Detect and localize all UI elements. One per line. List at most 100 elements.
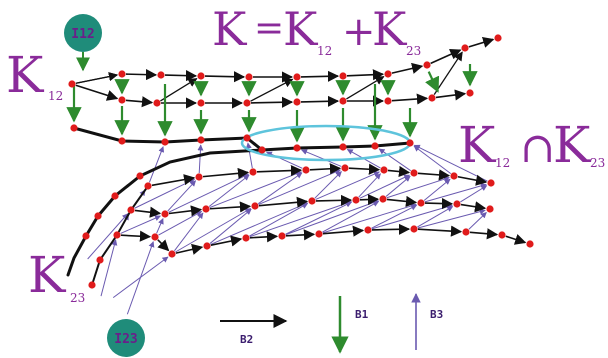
- vertex: [384, 70, 392, 78]
- vertex: [94, 212, 102, 220]
- vertex: [144, 182, 152, 190]
- vertex: [453, 200, 461, 208]
- formula: K = K 12 + K 23: [212, 2, 421, 58]
- k12-boundary: [72, 126, 412, 152]
- vertex: [406, 139, 414, 147]
- legend-b1-label: B1: [355, 308, 369, 321]
- k12-row1-edge: [125, 69, 158, 81]
- k23-row2-edge: [315, 194, 353, 206]
- vertex: [352, 196, 360, 204]
- vertex: [136, 172, 144, 180]
- k23-row1-edge: [309, 163, 342, 175]
- b3-arrow: [423, 178, 451, 201]
- b1-arrow: [425, 71, 440, 93]
- formula-k23: K: [372, 2, 408, 56]
- vertex: [498, 231, 506, 239]
- vertex: [380, 166, 388, 174]
- b3-arrow: [359, 174, 411, 199]
- intersection-label: K 12 ∩ K 23: [458, 116, 605, 174]
- b3-arrow: [257, 172, 303, 205]
- vertex: [161, 138, 169, 146]
- vertex: [278, 232, 286, 240]
- vertex: [82, 232, 90, 240]
- vertex: [118, 137, 126, 145]
- vertex: [428, 94, 436, 102]
- vertex: [461, 44, 469, 52]
- vertex: [197, 72, 205, 80]
- vertex: [462, 228, 470, 236]
- vertex: [487, 179, 495, 187]
- b3-arrow: [322, 200, 380, 233]
- b3-arrow: [148, 146, 165, 183]
- k12-row2-edge: [75, 84, 119, 101]
- k12-row1-edge: [391, 62, 424, 74]
- formula-sub12: 12: [317, 44, 332, 58]
- k23-row3-edge: [249, 231, 279, 243]
- b3-arrow: [210, 202, 308, 245]
- k23-row3-edge: [210, 235, 243, 247]
- legend-b3-label: B3: [430, 308, 443, 321]
- k23-row3-edge: [505, 234, 527, 245]
- vertex: [379, 195, 387, 203]
- intersection-k1: K: [458, 116, 497, 174]
- vertex: [118, 96, 126, 104]
- b3-arrow: [197, 144, 204, 174]
- k12-diag-link: [433, 51, 463, 96]
- vertex: [197, 99, 205, 107]
- vertex: [151, 233, 159, 241]
- vertex: [466, 89, 474, 97]
- k23-row2-edge: [209, 201, 252, 213]
- b3-arrow: [209, 170, 302, 209]
- node-i23: I23: [107, 319, 145, 357]
- vertex: [450, 172, 458, 180]
- k12-k: K: [6, 46, 45, 104]
- vertex: [410, 225, 418, 233]
- vertex: [68, 80, 76, 88]
- lattice-vertices: [68, 34, 534, 289]
- vertex: [96, 256, 104, 264]
- b3-arrow: [468, 212, 487, 230]
- k23-row3-edge: [322, 225, 365, 237]
- k12-diag-link: [346, 76, 385, 100]
- vertex: [423, 61, 431, 69]
- vertex: [245, 73, 253, 81]
- k23-row2-edge: [168, 205, 203, 217]
- k12-row2-edge: [435, 89, 467, 101]
- k23-row1-edge: [417, 169, 451, 181]
- b3-arrow: [175, 208, 252, 253]
- vertex: [242, 234, 250, 242]
- vertex: [371, 142, 379, 150]
- vertex: [302, 166, 310, 174]
- b3-arrow: [314, 171, 342, 199]
- vertex: [258, 146, 266, 154]
- b2-edges: [75, 37, 527, 255]
- k23-row2-edge: [134, 206, 162, 218]
- k23-row3-edge: [175, 243, 204, 255]
- k23-row1-edge: [151, 174, 196, 187]
- b3-arrow: [424, 182, 487, 203]
- intersection-sub12: 12: [495, 156, 510, 170]
- k23-row2-edge: [386, 195, 418, 207]
- vertex: [195, 173, 203, 181]
- b3-arrow: [156, 218, 164, 234]
- vertex: [293, 144, 301, 152]
- b3-arrow: [417, 206, 454, 228]
- vertex: [127, 206, 135, 214]
- intersection-sub23: 23: [590, 156, 605, 170]
- vertex: [410, 169, 418, 177]
- vertex: [168, 250, 176, 258]
- vertex: [202, 205, 210, 213]
- b3-arrow: [385, 175, 411, 197]
- k12-diag-link: [75, 72, 118, 84]
- b3-arrow: [371, 204, 418, 229]
- vertex: [203, 242, 211, 250]
- k23-row2-edge: [424, 197, 454, 210]
- intersection-ellipse: [240, 124, 412, 162]
- b3-arrow: [249, 200, 352, 238]
- vertex: [494, 34, 502, 42]
- k23-row2-edge: [460, 201, 487, 213]
- b3-arrow: [386, 176, 450, 199]
- k23-row3-edge: [469, 228, 499, 240]
- k23-row2-edge: [359, 193, 380, 206]
